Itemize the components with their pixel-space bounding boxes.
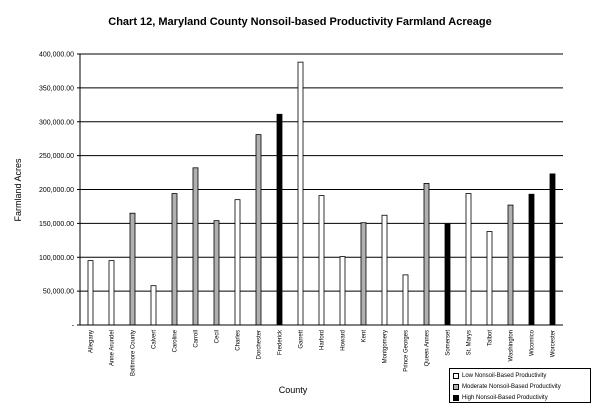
x-tick-label: Somerset bbox=[446, 330, 452, 356]
y-tick-label: 350,000.00 bbox=[39, 85, 74, 92]
bar-kent bbox=[360, 222, 367, 326]
x-tick-label: Kent bbox=[362, 330, 368, 343]
bar-talbot bbox=[486, 231, 493, 326]
y-tick-label: 150,000.00 bbox=[39, 221, 74, 228]
bar-harford bbox=[318, 195, 325, 326]
x-tick-label: Howard bbox=[341, 330, 347, 351]
bar-charles bbox=[234, 199, 241, 326]
legend-swatch-high bbox=[453, 394, 459, 401]
x-tick-label: Carroll bbox=[194, 330, 200, 348]
legend-item-low: Low Nonsoil-Based Productivity bbox=[453, 370, 587, 381]
bar-cecil bbox=[213, 220, 220, 326]
y-tick-label: 200,000.00 bbox=[39, 187, 74, 194]
x-tick-label: Garrett bbox=[299, 330, 305, 349]
y-tick-labels: - 50,000.00 100,000.00 150,000.00 200,000.00… bbox=[39, 52, 75, 330]
bar-baltimore-county bbox=[129, 212, 136, 326]
y-tick-label: 100,000.00 bbox=[39, 255, 74, 262]
x-tick-label: Anne Arundel bbox=[110, 330, 116, 366]
legend-swatch-moderate bbox=[453, 383, 459, 390]
x-tick-label: Montgomery bbox=[383, 330, 389, 363]
x-tick-label: Wicomico bbox=[530, 329, 536, 356]
x-tick-label: Queen Annes bbox=[425, 330, 431, 366]
x-tick-label: Frederick bbox=[278, 329, 284, 355]
bars bbox=[87, 61, 556, 326]
x-tick-label: Worcester bbox=[551, 330, 557, 357]
bar-queen-annes bbox=[423, 183, 430, 326]
x-tick-label: Baltimore County bbox=[131, 330, 137, 376]
y-tick-label: 300,000.00 bbox=[39, 119, 74, 126]
legend-label-high: High Nonsoil-Based Productivity bbox=[462, 394, 548, 401]
chart-title: Chart 12, Maryland County Nonsoil-based … bbox=[108, 16, 492, 28]
bar-dorchester bbox=[255, 134, 262, 326]
axes bbox=[77, 53, 563, 326]
x-tick-label: Caroline bbox=[173, 329, 179, 352]
x-tick-labels: Allegany Anne Arundel Baltimore County Calv… bbox=[89, 329, 557, 376]
legend: Low Nonsoil-Based Productivity Moderate … bbox=[449, 368, 591, 403]
y-tick-label: - bbox=[72, 323, 75, 330]
y-tick-label: 400,000.00 bbox=[39, 52, 74, 59]
bar-frederick bbox=[276, 113, 283, 326]
bar-anne-arundel bbox=[108, 260, 115, 326]
x-tick-label: Harford bbox=[320, 330, 326, 350]
x-tick-label: Prince Georges bbox=[404, 330, 410, 372]
x-tick-label: Dorchester bbox=[257, 330, 263, 359]
x-tick-label: Allegany bbox=[89, 330, 95, 353]
y-tick-label: 250,000.00 bbox=[39, 153, 74, 160]
legend-item-high: High Nonsoil-Based Productivity bbox=[453, 392, 587, 403]
bar-garrett bbox=[297, 61, 304, 326]
y-tick-label: 50,000.00 bbox=[43, 289, 74, 296]
bar-st-marys bbox=[465, 193, 472, 326]
x-axis-label: County bbox=[278, 385, 308, 395]
x-tick-label: Washington bbox=[509, 330, 515, 361]
bar-caroline bbox=[171, 193, 178, 326]
legend-swatch-low bbox=[453, 372, 459, 379]
x-tick-label: Charles bbox=[236, 330, 242, 351]
x-tick-label: Cecil bbox=[215, 330, 221, 343]
legend-label-low: Low Nonsoil-Based Productivity bbox=[462, 372, 547, 379]
bar-carroll bbox=[192, 167, 199, 326]
bar-worcester bbox=[549, 173, 556, 326]
bar-howard bbox=[339, 256, 346, 326]
bar-calvert bbox=[150, 285, 157, 326]
legend-item-moderate: Moderate Nonsoil-Based Productivity bbox=[453, 381, 587, 392]
bar-wicomico bbox=[528, 193, 535, 326]
x-tick-label: Talbot bbox=[488, 330, 494, 346]
bar-allegany bbox=[87, 260, 94, 326]
bar-montgomery bbox=[381, 214, 388, 326]
x-tick-label: Calvert bbox=[152, 330, 158, 349]
bar-somerset bbox=[444, 223, 451, 326]
bar-prince-georges bbox=[402, 274, 409, 326]
legend-label-moderate: Moderate Nonsoil-Based Productivity bbox=[462, 383, 561, 390]
x-tick-label: St. Marys bbox=[467, 330, 473, 355]
bar-washington bbox=[507, 204, 514, 326]
